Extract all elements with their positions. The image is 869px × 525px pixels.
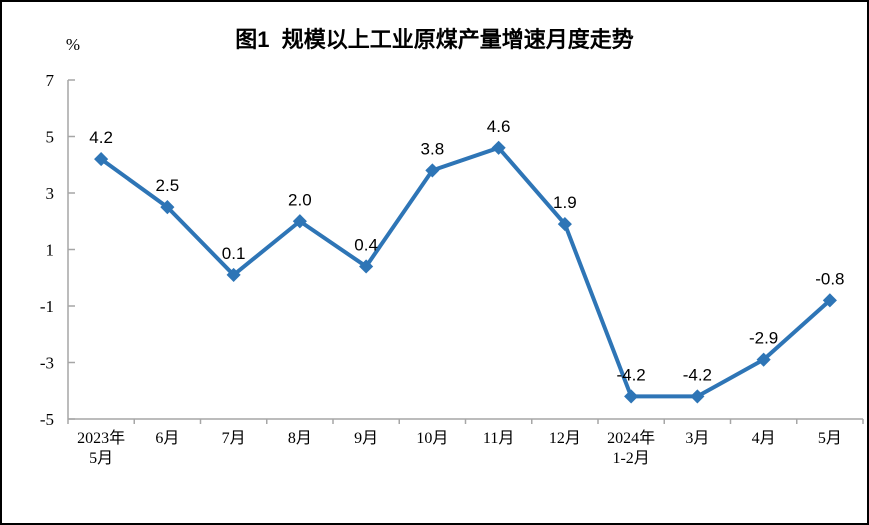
data-point-marker <box>756 352 771 367</box>
x-tick-label: 12月 <box>549 430 581 447</box>
y-tick-label: 3 <box>46 184 55 203</box>
x-tick-label: 7月 <box>222 430 246 447</box>
series-group <box>94 140 837 404</box>
data-point-label: 4.2 <box>89 128 113 147</box>
data-point-marker <box>292 214 307 229</box>
data-point-marker <box>359 259 374 274</box>
axes-group: 7 5 3 1 -1 -3 -5 <box>40 71 864 429</box>
x-tick-label: 5月 <box>89 450 113 467</box>
data-point-marker <box>557 217 572 232</box>
data-point-label: 3.8 <box>421 139 445 158</box>
data-point-label: -4.2 <box>616 365 645 384</box>
data-point-marker <box>624 389 639 404</box>
y-axis-unit-label: % <box>65 35 81 54</box>
y-tick-label: 7 <box>46 71 55 90</box>
data-point-label: 2.5 <box>156 176 180 195</box>
y-tick-label: -5 <box>40 410 54 429</box>
data-point-label: 1.9 <box>553 193 577 212</box>
y-tick-label: -1 <box>40 297 54 316</box>
y-tick-label: -3 <box>40 354 54 373</box>
y-tick-label: 1 <box>46 241 55 260</box>
x-tick-label: 10月 <box>416 430 448 447</box>
data-point-marker <box>160 200 175 215</box>
data-point-label: 4.6 <box>487 117 511 136</box>
data-point-label: -2.9 <box>749 329 778 348</box>
x-tick-label: 4月 <box>752 430 776 447</box>
chart-title: 图1 规模以上工业原煤产量增速月度走势 <box>235 27 634 52</box>
x-tick-label: 5月 <box>818 430 842 447</box>
data-point-marker <box>491 140 506 155</box>
data-point-marker <box>226 267 241 282</box>
x-tick-label: 3月 <box>685 430 709 447</box>
data-point-label: 0.4 <box>354 235 378 254</box>
x-tick-label: 2024年 <box>607 429 655 447</box>
data-point-label: 0.1 <box>222 244 246 263</box>
x-tick-label: 1-2月 <box>612 450 649 467</box>
y-tick-label: 5 <box>46 128 55 147</box>
x-tick-label: 11月 <box>483 430 514 447</box>
data-point-marker <box>822 293 837 308</box>
x-tick-label: 6月 <box>155 430 179 447</box>
x-tick-label: 2023年 <box>77 429 125 447</box>
x-tick-label: 9月 <box>354 430 378 447</box>
x-tick-label: 8月 <box>288 430 312 447</box>
data-point-label: 2.0 <box>288 190 312 209</box>
data-point-marker <box>425 163 440 178</box>
value-labels-group: 4.2 2.5 0.1 2.0 0.4 3.8 4.6 1.9 -4.2 -4.2 -2.9 -0.8 <box>89 117 844 385</box>
data-point-label: -4.2 <box>683 365 712 384</box>
x-labels-group: 2023年 5月 6月 7月 8月 9月 10月 11月 12月 2024年 1-2月 3月 4月 5月 <box>77 429 842 467</box>
data-point-label: -0.8 <box>815 269 844 288</box>
data-point-marker <box>690 389 705 404</box>
data-line <box>99 145 832 399</box>
